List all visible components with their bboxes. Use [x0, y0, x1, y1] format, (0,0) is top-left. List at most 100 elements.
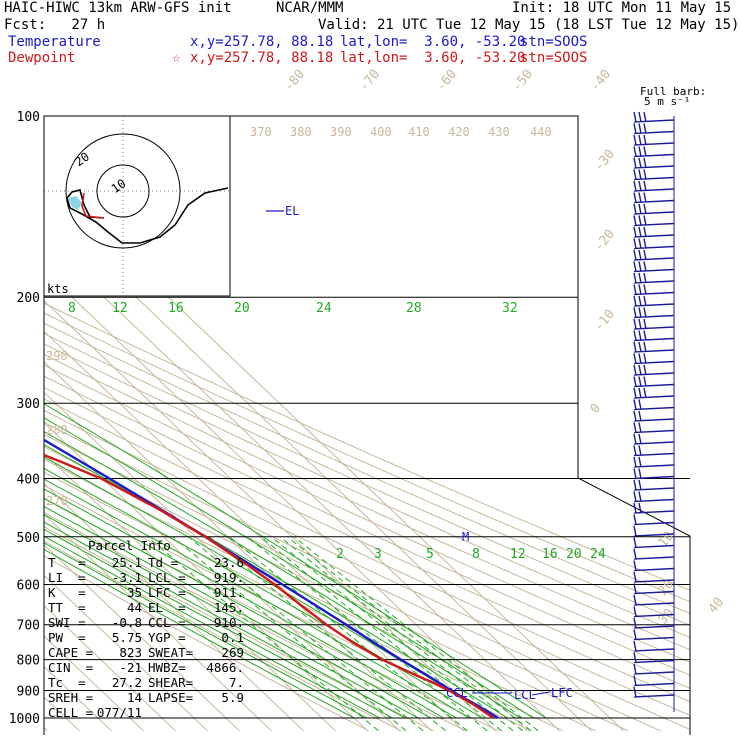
wind-barb-flag [643, 180, 647, 192]
wind-barb-flag [638, 433, 642, 445]
parcel-info-cell: LFC = [148, 585, 186, 600]
wind-barb-flag [633, 399, 637, 410]
wind-barb-flag [638, 238, 642, 249]
pressure-tick-label: 200 [17, 291, 40, 306]
hodograph-ring-label-20: 20 [72, 149, 92, 169]
parcel-info-row: T = 25.1 Td = 23.6 [48, 555, 244, 570]
moist-adiabat-line [44, 116, 406, 719]
parcel-info-cell: SWEAT= [148, 645, 194, 660]
parcel-info-cell: -3.1 [111, 570, 142, 585]
theta-label: 430 [488, 125, 510, 139]
mixing-ratio-label: 16 [542, 547, 558, 562]
parcel-info-row: CELL = 077/11 [48, 705, 238, 720]
moist-adiabat-label: 28 [406, 301, 422, 316]
moist-adiabat-line [44, 116, 368, 719]
parcel-info-row: SWI = -0.8 CCL = 910. [48, 615, 244, 630]
moist-adiabat-line [44, 116, 521, 719]
pressure-tick-label: 400 [17, 472, 40, 487]
moist-adiabat-label: 24 [316, 301, 332, 316]
wind-barb [633, 682, 675, 687]
wind-barb [633, 579, 675, 583]
wind-barb-flag [638, 111, 642, 123]
isotherm-label: -70 [357, 67, 384, 95]
wind-barb [633, 602, 675, 606]
parcel-info-cell: CAPE = [48, 645, 94, 660]
wind-barb-flag [638, 134, 642, 146]
theta-label-low: 270 [46, 494, 68, 508]
wind-barb-flag [633, 445, 637, 456]
mixing-ratio-label: 8 [472, 547, 480, 562]
wind-barb [633, 533, 675, 537]
wind-barb-flag [633, 387, 637, 399]
parcel-info-row: CAPE = 823 SWEAT= 269 [48, 645, 244, 660]
wind-barb-flag [633, 422, 637, 433]
wind-barb-flag [643, 353, 647, 364]
parcel-info-cell: 23.6 [213, 555, 244, 570]
mixing-ratio-line [188, 536, 424, 732]
dry-adiabat-line [44, 116, 369, 732]
isotherm-line [44, 116, 272, 732]
isotherm-label: -40 [588, 67, 615, 95]
wind-barb-flag [633, 571, 637, 583]
wind-barb-flag [643, 169, 647, 180]
isotherm-line [44, 116, 336, 732]
wind-barb-flag [638, 376, 642, 387]
wind-barb-flag [638, 192, 642, 203]
moist-adiabat-label: 12 [112, 301, 128, 316]
pressure-tick-label: 700 [17, 619, 40, 634]
theta-label: 400 [370, 125, 392, 139]
wind-barb-flag [643, 157, 647, 169]
wind-barb-flag [633, 134, 637, 146]
parcel-info-title: Parcel Info [88, 538, 171, 553]
wind-barb-flag [643, 341, 647, 353]
hodograph-trace-upper [66, 187, 229, 244]
theta-label: 440 [530, 125, 552, 139]
wind-barb-flag [643, 238, 647, 249]
wind-barb [633, 648, 675, 652]
dewpoint-star-icon: ☆ [172, 50, 181, 66]
wind-barb-flag [633, 249, 637, 261]
wind-barb-flag [643, 272, 647, 284]
dry-adiabat-line [44, 116, 690, 732]
wind-barb-flag [638, 491, 642, 502]
wind-barb-flag [643, 146, 647, 157]
wind-barb-flag [643, 307, 647, 318]
parcel-info-cell: 911. [213, 585, 244, 600]
wind-barb-flag [638, 318, 642, 330]
isotherm-line [44, 116, 592, 732]
parcel-info-cell: 14 [126, 690, 142, 705]
wind-barb-flag [633, 537, 637, 548]
parcel-info-cell: Td = [148, 555, 179, 570]
wind-barb [633, 556, 675, 560]
parcel-info-cell: 145. [213, 600, 244, 615]
isotherm-label: 40 [706, 595, 728, 617]
wind-barb-flag [643, 284, 647, 295]
parcel-info-cell: LAPSE= [148, 690, 194, 705]
wind-barb-flag [633, 376, 637, 387]
dry-adiabat-line [44, 116, 690, 732]
wind-barb-flag [638, 341, 642, 353]
pressure-tick-label: 600 [17, 578, 40, 593]
moist-adiabat-line [44, 116, 380, 719]
parcel-info-cell: 823 [119, 645, 142, 660]
moist-adiabat-line [44, 116, 355, 719]
dry-adiabat-line [44, 116, 690, 732]
wind-barb-flag [633, 169, 637, 180]
wind-barb-flag [633, 157, 637, 169]
parcel-info-cell: 269 [221, 645, 244, 660]
wind-barb-flag [633, 479, 637, 491]
dewpoint-line [44, 116, 495, 719]
isotherm-label: -60 [434, 67, 461, 95]
wind-barb-flag [643, 330, 647, 341]
parcel-info-row: CIN = -21 HWBZ= 4866. [48, 660, 244, 675]
parcel-info-cell: SHEAR= [148, 675, 194, 690]
wind-barb-flag [638, 215, 642, 226]
moist-adiabat-line [44, 116, 470, 719]
wind-barb [633, 636, 675, 641]
wind-barb-flag [633, 238, 637, 249]
hodograph-units: kts [47, 282, 69, 296]
wind-barb-flag [638, 249, 642, 261]
wind-barb-flag [638, 502, 642, 514]
parcel-info-cell: 5.75 [111, 630, 142, 645]
